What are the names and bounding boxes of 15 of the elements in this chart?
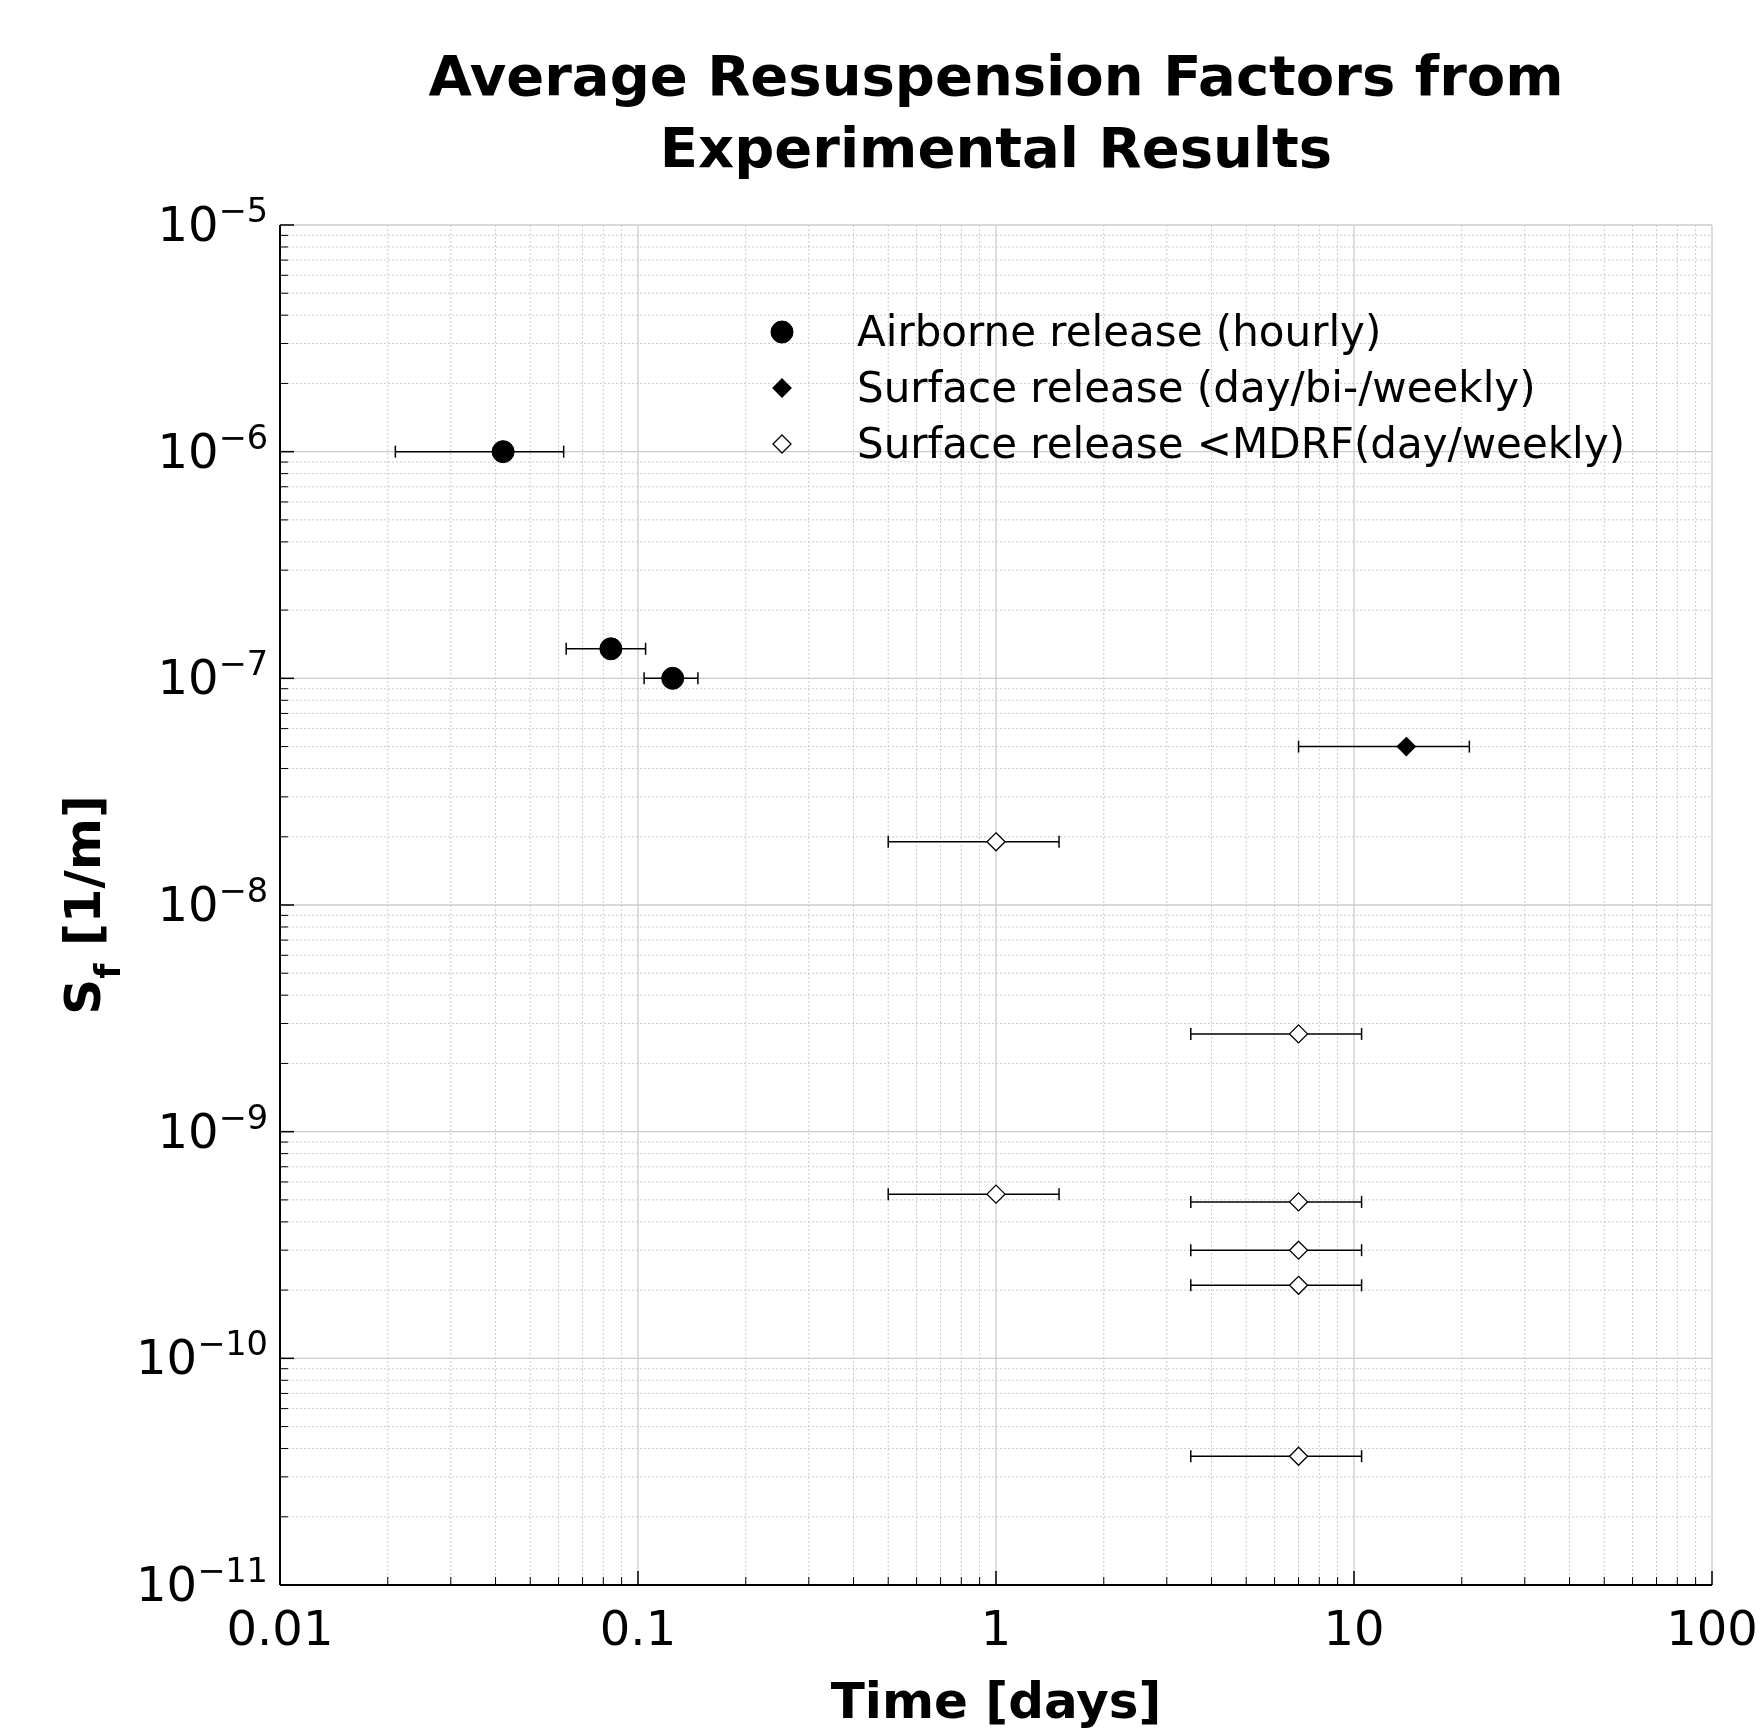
x-tick-label: 1: [980, 1600, 1012, 1656]
chart-title: Average Resuspension Factors from Experimental Results: [428, 43, 1564, 180]
y-tick-label: 10$^{−5}$: [157, 190, 268, 252]
y-tick-label: 10$^{−7}$: [157, 643, 268, 706]
x-axis-title: Time [days]: [830, 1672, 1162, 1729]
x-tick-label: 10: [1323, 1600, 1385, 1656]
legend-label: Airborne release (hourly): [857, 307, 1382, 356]
y-tick-label: 10$^{−10}$: [136, 1323, 268, 1386]
legend-label: Surface release <MDRF(day/weekly): [857, 419, 1626, 468]
legend-label: Surface release (day/bi-/weekly): [857, 363, 1536, 412]
y-tick-label: 10$^{−9}$: [157, 1097, 268, 1159]
y-tick-label: 10$^{−6}$: [157, 417, 268, 479]
x-tick-label: 0.1: [599, 1600, 677, 1656]
x-tick-label: 100: [1666, 1600, 1758, 1656]
y-tick-label: 10$^{−8}$: [157, 870, 268, 932]
